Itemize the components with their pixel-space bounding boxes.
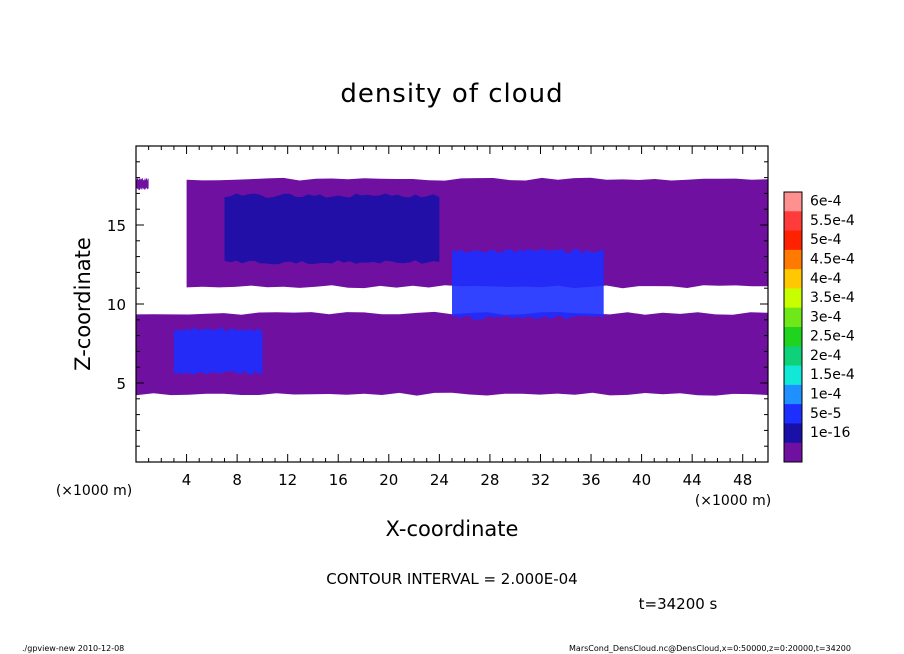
footer-right: MarsCond_DensCloud.nc@DensCloud,x=0:5000… [569, 644, 851, 653]
chart-title: density of cloud [340, 79, 563, 109]
cloud-region-0 [136, 177, 149, 191]
colorbar-label: 1.5e-4 [810, 367, 855, 383]
colorbar-label: 1e-16 [810, 425, 850, 441]
colorbar-swatch [784, 288, 802, 309]
colorbar-swatch [784, 249, 802, 270]
y-axis: 5 10 15 [107, 161, 768, 447]
colorbar-frame [783, 191, 803, 463]
colorbar-swatch [784, 211, 802, 232]
y-axis-label: Z-coordinate [71, 237, 95, 371]
colorbar-swatch [784, 230, 802, 251]
colorbar-label: 3.5e-4 [810, 290, 855, 306]
colorbar-swatch [784, 192, 802, 212]
x-axis-label: X-coordinate [386, 517, 519, 541]
time-label: t=34200 s [639, 595, 718, 613]
x-tick-label: 4 [182, 471, 192, 489]
colorbar-label: 5e-4 [810, 232, 842, 248]
colorbar-label: 6e-4 [810, 194, 842, 210]
contour-interval: CONTOUR INTERVAL = 2.000E-04 [326, 570, 577, 588]
x-tick-label: 36 [581, 471, 600, 489]
x-tick-label: 32 [531, 471, 550, 489]
cloud-region-4 [452, 248, 604, 320]
x-tick-label: 16 [329, 471, 348, 489]
plot-area [136, 177, 768, 396]
colorbar-label: 5.5e-4 [810, 213, 855, 229]
x-tick-label: 20 [379, 471, 398, 489]
colorbar-swatch [784, 442, 802, 463]
x-unit-right: (×1000 m) [695, 493, 771, 509]
x-tick-label: 44 [683, 471, 702, 489]
colorbar-swatch [784, 269, 802, 289]
colorbar-label: 2e-4 [810, 348, 842, 364]
x-tick-label: 40 [632, 471, 651, 489]
colorbar-label: 5e-5 [810, 406, 841, 422]
colorbar-swatch [784, 365, 802, 386]
x-axis: 4 8 12 16 20 24 28 32 36 40 44 48 [148, 146, 756, 489]
x-tick-label: 48 [733, 471, 752, 489]
colorbar-swatch [784, 423, 802, 444]
colorbar-label: 4.5e-4 [810, 252, 855, 268]
x-tick-label: 28 [480, 471, 499, 489]
colorbar-swatch [784, 307, 802, 328]
y-tick-label: 15 [107, 217, 126, 235]
y-tick-label: 10 [107, 296, 126, 314]
cloud-region-3 [224, 193, 440, 265]
cloud-region-5 [173, 327, 263, 376]
x-tick-label: 8 [232, 471, 242, 489]
colorbar-swatch [784, 384, 802, 405]
footer-left: ./gpview-new 2010-12-08 [22, 644, 124, 653]
cloud-region-2 [136, 311, 768, 396]
colorbar: 6e-4 5.5e-4 5e-4 4.5e-4 4e-4 3.5e-4 3e-4 2.5e-4… [783, 191, 855, 463]
x-unit-left: (×1000 m) [56, 483, 132, 499]
x-tick-label: 12 [278, 471, 297, 489]
y-tick-label: 5 [116, 375, 126, 393]
x-tick-label: 24 [430, 471, 449, 489]
colorbar-swatch [784, 404, 802, 424]
colorbar-swatch [784, 327, 802, 347]
colorbar-label: 3e-4 [810, 309, 842, 325]
colorbar-swatch [784, 346, 802, 367]
colorbar-label: 4e-4 [810, 271, 842, 287]
colorbar-label: 2.5e-4 [810, 329, 855, 345]
colorbar-label: 1e-4 [810, 387, 842, 403]
